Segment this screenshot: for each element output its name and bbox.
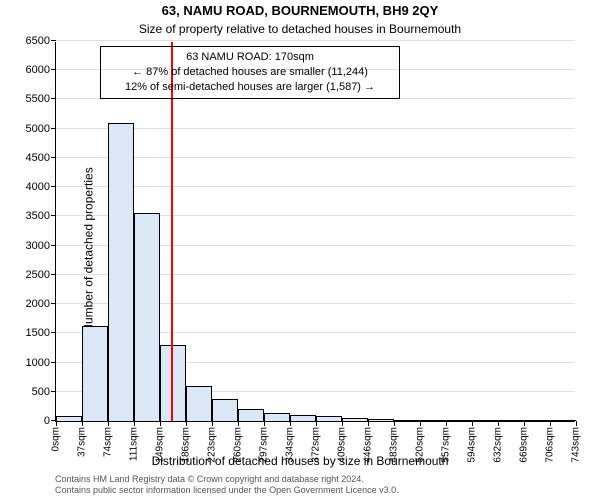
xtick-mark	[108, 421, 109, 426]
ytick-label: 5000	[26, 123, 50, 135]
histogram-bar	[524, 420, 550, 421]
annotation-line2: ← 87% of detached houses are smaller (11…	[105, 65, 395, 80]
footer-line2: Contains public sector information licen…	[55, 485, 399, 497]
histogram-bar	[264, 413, 290, 421]
ytick-mark	[51, 274, 56, 275]
histogram-bar	[420, 420, 446, 421]
xtick-mark	[134, 421, 135, 426]
ytick-label: 3000	[26, 240, 50, 252]
chart-container: 63, NAMU ROAD, BOURNEMOUTH, BH9 2QY Size…	[0, 0, 600, 500]
xtick-mark	[498, 421, 499, 426]
ytick-mark	[51, 128, 56, 129]
histogram-bar	[368, 419, 394, 421]
ytick-mark	[51, 157, 56, 158]
ytick-mark	[51, 215, 56, 216]
xtick-mark	[186, 421, 187, 426]
ytick-mark	[51, 69, 56, 70]
plot-area: 0500100015002000250030003500400045005000…	[55, 42, 575, 422]
histogram-bar	[160, 345, 186, 421]
histogram-bar	[550, 420, 576, 421]
grid-line	[56, 98, 575, 99]
xtick-label: 74sqm	[103, 427, 114, 457]
ytick-label: 2000	[26, 298, 50, 310]
xtick-mark	[316, 421, 317, 426]
xtick-mark	[550, 421, 551, 426]
histogram-bar	[108, 123, 134, 421]
ytick-mark	[51, 303, 56, 304]
footer-attribution: Contains HM Land Registry data © Crown c…	[55, 474, 399, 497]
ytick-label: 1500	[26, 327, 50, 339]
ytick-label: 0	[44, 415, 50, 427]
property-marker-line	[171, 42, 173, 421]
annotation-line3: 12% of semi-detached houses are larger (…	[105, 80, 395, 95]
histogram-bar	[446, 420, 472, 421]
xtick-mark	[290, 421, 291, 426]
histogram-bar	[238, 409, 264, 421]
ytick-mark	[51, 40, 56, 41]
xtick-mark	[394, 421, 395, 426]
xtick-mark	[342, 421, 343, 426]
histogram-bar	[134, 213, 160, 421]
histogram-bar	[498, 420, 524, 421]
xtick-mark	[82, 421, 83, 426]
chart-title-address: 63, NAMU ROAD, BOURNEMOUTH, BH9 2QY	[0, 3, 600, 18]
ytick-label: 6000	[26, 64, 50, 76]
xtick-mark	[160, 421, 161, 426]
xtick-mark	[420, 421, 421, 426]
grid-line	[56, 40, 575, 41]
histogram-bar	[472, 420, 498, 421]
ytick-mark	[51, 391, 56, 392]
xtick-mark	[238, 421, 239, 426]
xtick-mark	[56, 421, 57, 426]
histogram-bar	[82, 326, 108, 421]
annotation-box: 63 NAMU ROAD: 170sqm ← 87% of detached h…	[100, 46, 400, 99]
ytick-label: 2500	[26, 269, 50, 281]
histogram-bar	[342, 418, 368, 421]
ytick-label: 4500	[26, 152, 50, 164]
xtick-mark	[576, 421, 577, 426]
footer-line1: Contains HM Land Registry data © Crown c…	[55, 474, 399, 486]
histogram-bar	[56, 416, 82, 421]
ytick-label: 5500	[26, 93, 50, 105]
ytick-mark	[51, 186, 56, 187]
ytick-mark	[51, 98, 56, 99]
histogram-bar	[316, 416, 342, 421]
chart-title-desc: Size of property relative to detached ho…	[0, 22, 600, 36]
xtick-mark	[368, 421, 369, 426]
ytick-label: 4000	[26, 181, 50, 193]
ytick-mark	[51, 332, 56, 333]
xtick-label: 37sqm	[77, 427, 88, 457]
xtick-mark	[212, 421, 213, 426]
ytick-mark	[51, 245, 56, 246]
xtick-mark	[264, 421, 265, 426]
xtick-mark	[524, 421, 525, 426]
xtick-label: 0sqm	[51, 427, 62, 451]
ytick-label: 6500	[26, 35, 50, 47]
histogram-bar	[186, 386, 212, 421]
histogram-bar	[290, 415, 316, 421]
x-axis-label: Distribution of detached houses by size …	[0, 454, 600, 468]
histogram-bar	[212, 399, 238, 421]
annotation-line1: 63 NAMU ROAD: 170sqm	[105, 50, 395, 65]
ytick-label: 3500	[26, 210, 50, 222]
histogram-bar	[394, 420, 420, 421]
xtick-mark	[472, 421, 473, 426]
xtick-mark	[446, 421, 447, 426]
ytick-mark	[51, 362, 56, 363]
ytick-label: 1000	[26, 357, 50, 369]
ytick-label: 500	[32, 386, 50, 398]
